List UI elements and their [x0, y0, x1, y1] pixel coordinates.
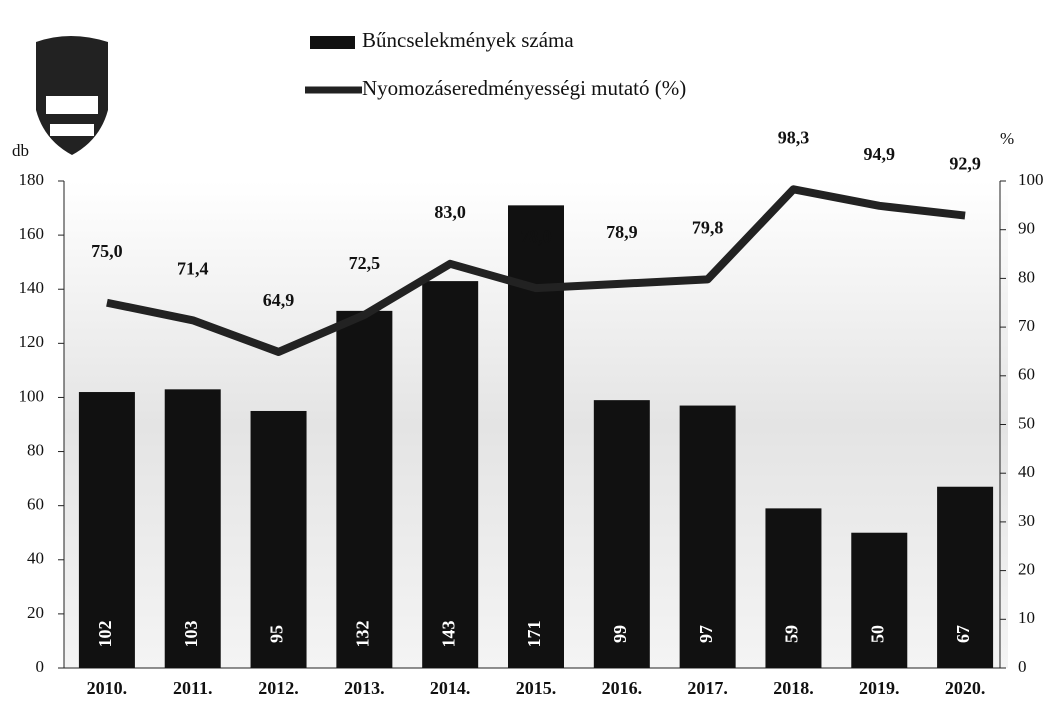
legend-label: Nyomozáseredményességi mutató (%): [362, 76, 686, 100]
line-value-label: 64,9: [263, 290, 295, 310]
line-value-label: 79,8: [692, 217, 724, 237]
line-value-label: 94,9: [864, 144, 896, 164]
y2-tick-label: 100: [1018, 170, 1044, 189]
bar-value-label: 99: [610, 625, 630, 643]
bar: [422, 281, 478, 668]
bar-value-label: 97: [696, 625, 716, 643]
y2-axis-label: %: [1000, 129, 1014, 148]
y-tick-label: 40: [27, 549, 44, 568]
line-value-label: 83,0: [434, 202, 466, 222]
line-value-label: 92,9: [949, 154, 981, 174]
legend-label: Bűncselekmények száma: [362, 28, 574, 52]
bar-value-label: 59: [782, 625, 802, 643]
x-tick-label: 2020.: [945, 678, 986, 698]
y-tick-label: 180: [19, 170, 45, 189]
x-tick-label: 2013.: [344, 678, 385, 698]
y-tick-label: 20: [27, 603, 44, 622]
line-value-label: 78,9: [606, 222, 638, 242]
bar: [851, 533, 907, 668]
line-value-label: 75,0: [91, 241, 123, 261]
x-tick-label: 2010.: [87, 678, 128, 698]
bar-value-label: 103: [181, 621, 201, 648]
bar-value-label: 143: [438, 621, 458, 648]
x-tick-label: 2012.: [258, 678, 299, 698]
x-tick-label: 2016.: [602, 678, 643, 698]
y-tick-label: 120: [19, 332, 45, 351]
y-tick-label: 140: [19, 278, 45, 297]
y2-tick-label: 90: [1018, 219, 1035, 238]
line-value-label: 98,3: [778, 127, 810, 147]
y-tick-label: 60: [27, 495, 44, 514]
y2-tick-label: 40: [1018, 462, 1035, 481]
bar: [765, 508, 821, 668]
x-tick-label: 2015.: [516, 678, 557, 698]
y2-tick-label: 50: [1018, 413, 1035, 432]
y-axis-label: db: [12, 141, 29, 160]
bar-value-label: 50: [867, 625, 887, 643]
chart: db % 0 20 40 60 80 100 120 140 160 180 0 10 20 30 40 50…: [0, 0, 1044, 708]
x-tick-label: 2011.: [173, 678, 213, 698]
y2-tick-label: 80: [1018, 267, 1035, 286]
bar: [336, 311, 392, 668]
y-tick-label: 160: [19, 224, 45, 243]
x-tick-label: 2018.: [773, 678, 814, 698]
y-tick-label: 0: [36, 657, 45, 676]
y2-tick-label: 30: [1018, 511, 1035, 530]
y2-tick-label: 70: [1018, 316, 1035, 335]
bar-value-label: 67: [953, 625, 973, 643]
x-tick-label: 2019.: [859, 678, 900, 698]
line-value-label: 71,4: [177, 258, 209, 278]
legend-swatch: [310, 36, 355, 49]
x-tick-label: 2014.: [430, 678, 471, 698]
line-value-label: 78,0: [520, 226, 552, 246]
y2-tick-label: 10: [1018, 608, 1035, 627]
line-value-label: 72,5: [349, 253, 381, 273]
y-tick-label: 100: [19, 386, 45, 405]
bar-value-label: 95: [267, 625, 287, 643]
x-tick-label: 2017.: [687, 678, 728, 698]
y2-tick-label: 60: [1018, 365, 1035, 384]
y2-tick-label: 0: [1018, 657, 1027, 676]
bar-value-label: 171: [524, 621, 544, 648]
bar-value-label: 132: [352, 621, 372, 648]
bar-value-label: 102: [95, 621, 115, 648]
y-tick-label: 80: [27, 440, 44, 459]
y2-tick-label: 20: [1018, 560, 1035, 579]
bar: [508, 205, 564, 668]
